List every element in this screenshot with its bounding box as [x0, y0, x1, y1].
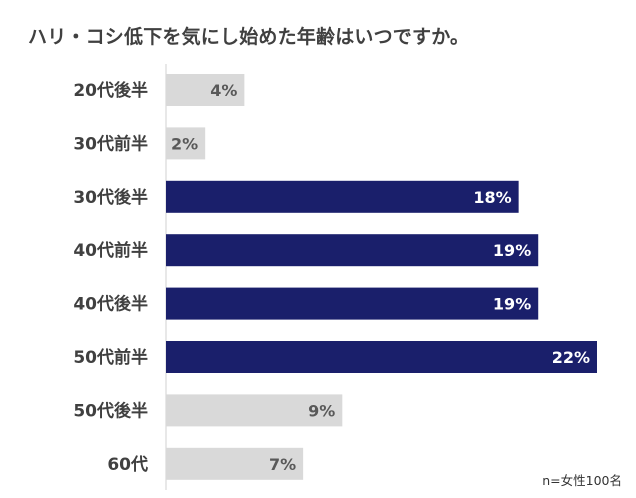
category-label-7: 60代 [107, 454, 148, 475]
bar-4 [166, 287, 539, 320]
bar-5 [166, 341, 597, 373]
value-label-6: 9% [308, 401, 335, 420]
value-label-0: 4% [210, 81, 237, 100]
bar-7 [166, 447, 304, 480]
category-label-2: 30代後半 [73, 187, 148, 208]
category-label-1: 30代前半 [73, 133, 148, 154]
category-label-6: 50代後半 [73, 400, 148, 421]
bar-6 [166, 394, 343, 427]
value-label-7: 7% [269, 455, 296, 474]
bar-0 [166, 74, 245, 106]
bar-2 [166, 180, 519, 213]
category-label-4: 40代後半 [73, 294, 148, 315]
bar-1 [166, 127, 206, 160]
sample-size-note: n=女性100名 [542, 473, 622, 488]
value-label-4: 19% [493, 295, 531, 314]
bar-3 [166, 234, 539, 267]
category-label-0: 20代後半 [73, 80, 148, 101]
value-label-2: 18% [473, 188, 511, 207]
value-label-5: 22% [552, 348, 590, 367]
value-label-3: 19% [493, 241, 531, 260]
chart-title: ハリ・コシ低下を気にし始めた年齢はいつですか。 [28, 26, 470, 48]
value-label-1: 2% [171, 134, 198, 153]
category-label-5: 50代前半 [73, 347, 148, 368]
category-label-3: 40代前半 [73, 240, 148, 261]
